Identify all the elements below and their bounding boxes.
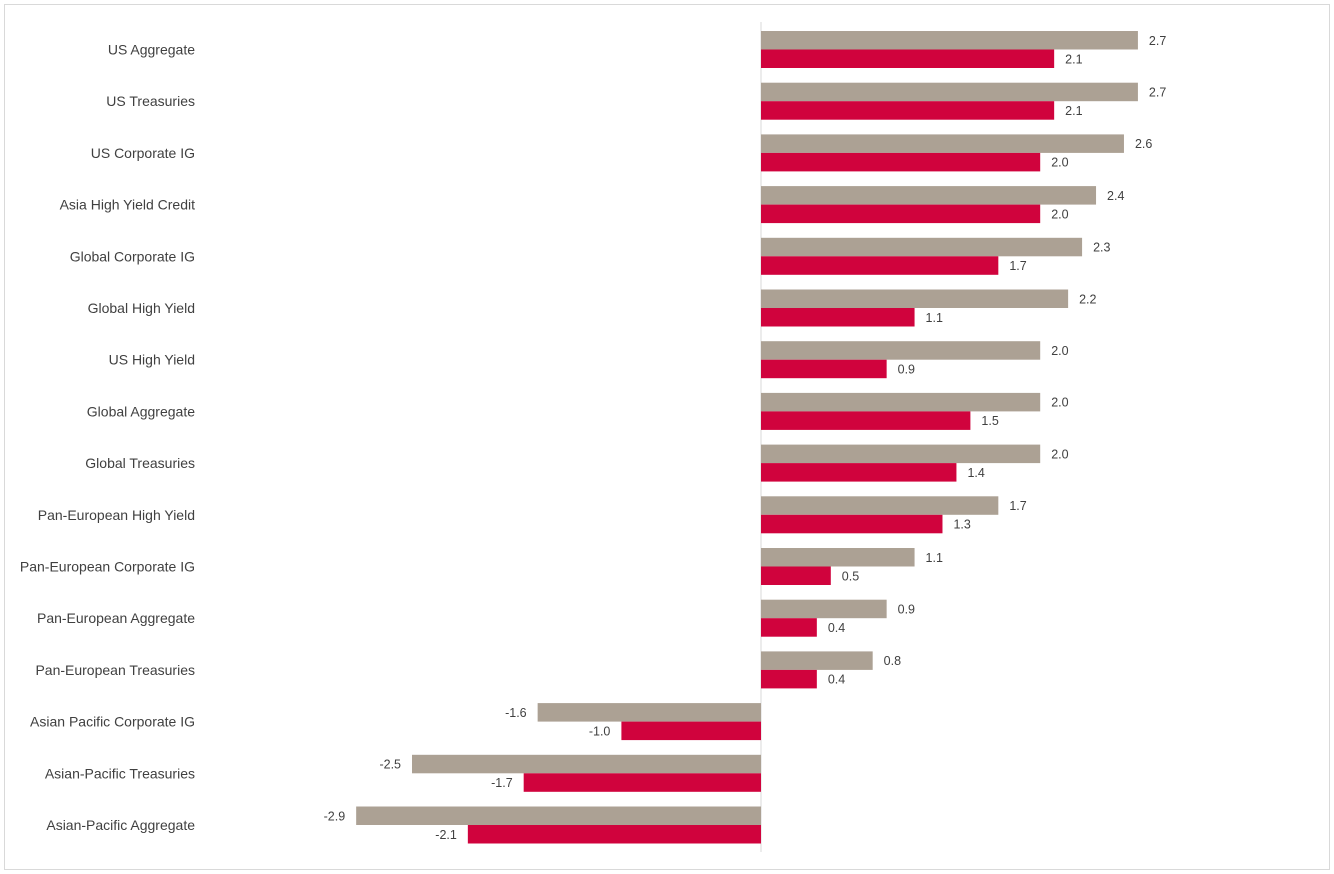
bar-series-2	[761, 359, 887, 379]
category-label: Global Treasuries	[85, 455, 195, 471]
data-label: 0.5	[842, 569, 859, 583]
data-label: -1.7	[491, 776, 513, 790]
data-label: 2.4	[1107, 189, 1124, 203]
bar-series-2	[467, 825, 761, 844]
data-label: 2.7	[1149, 85, 1166, 99]
bar-series-2	[523, 773, 761, 792]
data-label: -2.9	[324, 809, 346, 823]
category-label: US Treasuries	[106, 93, 195, 109]
bar-series-1	[761, 237, 1083, 257]
data-label: 2.1	[1065, 104, 1082, 118]
data-label: 0.9	[898, 362, 915, 376]
data-label: 0.8	[884, 654, 901, 668]
category-label: Global Aggregate	[87, 403, 195, 419]
data-label: -1.6	[505, 706, 527, 720]
data-label: 0.4	[828, 673, 845, 687]
category-label: US Corporate IG	[91, 145, 195, 161]
data-label: 2.0	[1051, 344, 1068, 358]
data-label: 2.0	[1051, 207, 1068, 221]
bar-series-2	[761, 411, 971, 430]
category-label: Asian Pacific Corporate IG	[30, 714, 195, 730]
data-label: 2.0	[1051, 447, 1068, 461]
bar-series-2	[621, 721, 761, 741]
bar-series-2	[761, 566, 831, 585]
category-label: Pan-European High Yield	[38, 507, 195, 523]
bar-series-2	[761, 463, 957, 482]
category-label: Global High Yield	[88, 300, 195, 316]
data-label: 1.4	[967, 466, 984, 480]
bar-series-1	[761, 496, 999, 515]
bar-series-2	[761, 49, 1055, 68]
data-label: 2.2	[1079, 292, 1096, 306]
data-label: 1.3	[953, 518, 970, 532]
bar-series-2	[761, 152, 1041, 172]
data-label: 1.7	[1009, 259, 1026, 273]
category-label: US Aggregate	[108, 42, 195, 58]
data-label: 1.1	[926, 551, 943, 565]
bar-series-1	[761, 186, 1097, 205]
bar-series-2	[761, 204, 1041, 224]
bar-series-1	[761, 548, 915, 567]
category-label: Pan-European Corporate IG	[20, 559, 195, 575]
data-label: -2.5	[379, 758, 401, 772]
bar-series-2	[761, 256, 999, 275]
bar-series-2	[761, 618, 817, 637]
data-label: 1.5	[981, 414, 998, 428]
bar-series-1	[356, 806, 761, 825]
data-label: 0.4	[828, 621, 845, 635]
bar-series-2	[761, 308, 915, 327]
bar-series-1	[761, 82, 1138, 102]
category-label: Asia High Yield Credit	[60, 197, 196, 213]
category-label: Asian-Pacific Treasuries	[45, 765, 195, 781]
bar-series-2	[761, 101, 1055, 120]
bar-series-1	[761, 289, 1069, 308]
category-label: US High Yield	[109, 352, 195, 368]
data-label: 0.9	[898, 602, 915, 616]
data-label: -2.1	[435, 828, 457, 842]
category-label: Asian-Pacific Aggregate	[46, 817, 195, 833]
bar-series-1	[761, 31, 1138, 50]
data-label: 2.0	[1051, 156, 1068, 170]
bar-series-1	[761, 599, 887, 619]
data-label: 2.0	[1051, 396, 1068, 410]
bar-series-2	[761, 514, 943, 534]
bar-series-1	[761, 134, 1124, 153]
bar-series-1	[761, 341, 1041, 360]
bar-series-2	[761, 669, 817, 689]
data-label: 2.7	[1149, 34, 1166, 48]
category-label: Global Corporate IG	[70, 248, 195, 264]
data-label: 1.1	[926, 311, 943, 325]
bar-series-1	[761, 392, 1041, 412]
data-label: 2.3	[1093, 241, 1110, 255]
data-label: 2.6	[1135, 137, 1152, 151]
bar-series-1	[761, 444, 1041, 464]
data-label: -1.0	[589, 724, 611, 738]
category-label: Pan-European Treasuries	[35, 662, 195, 678]
category-label: Pan-European Aggregate	[37, 610, 195, 626]
bar-series-1	[412, 754, 761, 774]
data-label: 1.7	[1009, 499, 1026, 513]
bar-series-1	[761, 651, 873, 670]
bar-series-1	[537, 703, 761, 722]
data-label: 2.1	[1065, 52, 1082, 66]
